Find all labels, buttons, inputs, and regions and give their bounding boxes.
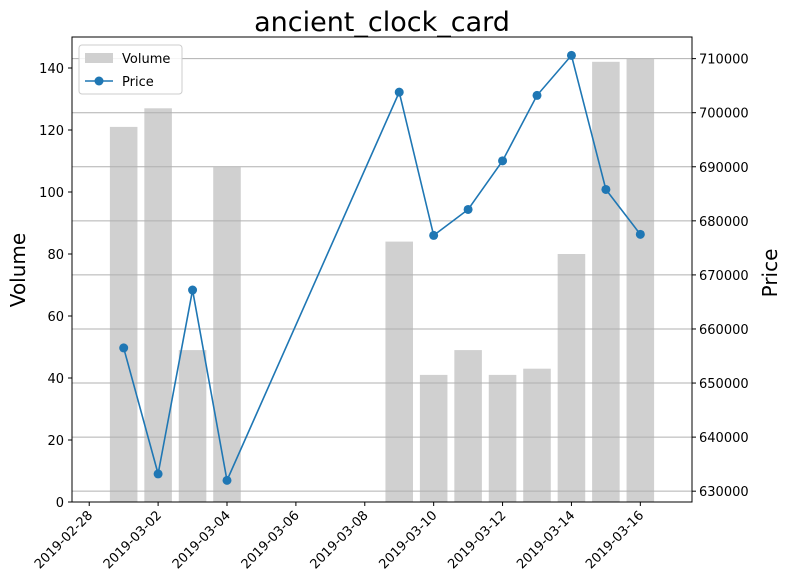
legend-swatch-volume bbox=[85, 53, 113, 63]
x-axis: 2019-02-28 2019-03-02 2019-03-04 2019-03-06… bbox=[32, 502, 647, 572]
volume-bar bbox=[523, 368, 551, 502]
y-axis-volume: 0 20 40 60 80 100 120 140 bbox=[39, 62, 72, 511]
y-tick-label: 0 bbox=[56, 496, 64, 511]
volume-bar bbox=[454, 350, 482, 502]
y2-tick-label: 630000 bbox=[699, 485, 749, 500]
price-point bbox=[566, 50, 576, 60]
price-point bbox=[429, 230, 439, 240]
y2-tick-label: 640000 bbox=[699, 431, 749, 446]
y2-tick-label: 670000 bbox=[699, 269, 749, 284]
volume-bar bbox=[557, 254, 586, 502]
volume-bars bbox=[109, 58, 655, 503]
price-point bbox=[188, 285, 198, 295]
y-tick-label: 60 bbox=[47, 310, 64, 325]
volume-bar bbox=[213, 167, 241, 502]
price-line-series bbox=[119, 50, 645, 485]
y-tick-label: 100 bbox=[39, 186, 64, 201]
volume-bar bbox=[488, 374, 517, 502]
price-point bbox=[222, 475, 232, 485]
y-tick-label: 140 bbox=[39, 62, 64, 77]
y-tick-label: 20 bbox=[47, 434, 64, 449]
legend: Volume Price bbox=[78, 44, 183, 95]
price-point bbox=[498, 156, 508, 166]
y2-tick-label: 710000 bbox=[699, 53, 749, 68]
price-point bbox=[119, 343, 129, 353]
plot-frame bbox=[71, 36, 693, 503]
y2-axis-title: Price bbox=[758, 249, 782, 298]
price-point bbox=[394, 87, 404, 97]
y-axis-title: Volume bbox=[6, 233, 30, 307]
x-tick-label: 2019-03-12 bbox=[445, 508, 509, 572]
volume-bar bbox=[385, 241, 413, 502]
volume-bar bbox=[592, 61, 620, 503]
price-point bbox=[153, 469, 163, 479]
legend-label-volume: Volume bbox=[122, 52, 170, 67]
y-tick-label: 40 bbox=[47, 372, 64, 387]
legend-label-price: Price bbox=[122, 75, 154, 90]
volume-bar bbox=[626, 58, 655, 502]
x-tick-label: 2019-03-04 bbox=[170, 508, 234, 572]
volume-bar bbox=[144, 108, 172, 503]
price-point bbox=[463, 204, 473, 214]
volume-bar bbox=[109, 126, 138, 503]
x-tick-label: 2019-03-10 bbox=[376, 508, 440, 572]
y2-tick-label: 690000 bbox=[699, 161, 749, 176]
x-tick-label: 2019-03-16 bbox=[583, 508, 647, 572]
y2-tick-label: 680000 bbox=[699, 215, 749, 230]
x-tick-label: 2019-03-02 bbox=[101, 508, 165, 572]
volume-bar bbox=[419, 374, 448, 502]
x-tick-label: 2019-03-06 bbox=[239, 508, 303, 572]
price-line bbox=[122, 53, 641, 484]
price-point bbox=[532, 90, 542, 100]
volume-bar bbox=[178, 350, 207, 502]
y2-tick-label: 660000 bbox=[699, 323, 749, 338]
price-point bbox=[601, 184, 611, 194]
x-tick-label: 2019-03-08 bbox=[308, 508, 372, 572]
chart-title: ancient_clock_card bbox=[254, 7, 510, 38]
y-tick-label: 120 bbox=[39, 124, 64, 139]
legend-swatch-price-marker bbox=[94, 76, 104, 86]
y-axis-price: 630000 640000 650000 660000 670000 680000 6900… bbox=[692, 53, 749, 500]
y2-tick-label: 700000 bbox=[699, 107, 749, 122]
y-tick-label: 80 bbox=[47, 248, 64, 263]
x-tick-label: 2019-03-14 bbox=[514, 508, 578, 572]
price-point bbox=[635, 229, 645, 239]
x-tick-label: 2019-02-28 bbox=[32, 508, 96, 572]
y2-tick-label: 650000 bbox=[699, 377, 749, 392]
